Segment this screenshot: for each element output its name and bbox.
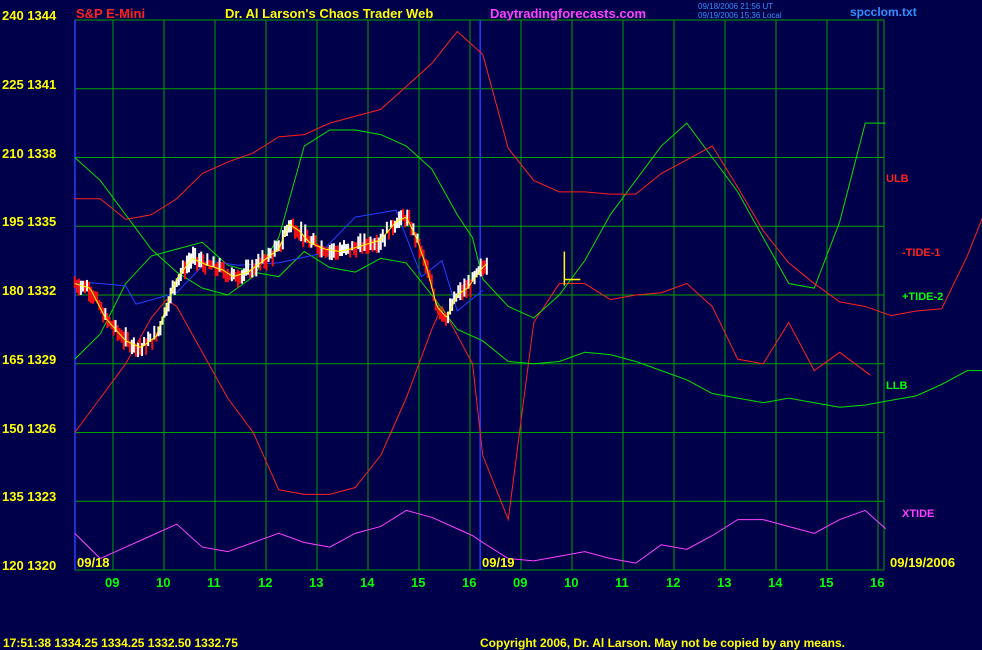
x-tick-label: 09 [105,575,120,590]
series-line--tide-2 [74,122,886,319]
x-tick-label: 16 [870,575,885,590]
x-tick-label: 10 [564,575,579,590]
date-label-day1: 09/18 [77,555,110,570]
copyright: Copyright 2006, Dr. Al Larson. May not b… [480,636,845,650]
legend-ulb: ULB [886,173,909,185]
y-tick-label: 180 1332 [2,283,57,298]
moving-average-line [74,216,488,348]
site-url[interactable]: Daytradingforecasts.com [490,6,647,21]
y-tick-label: 120 1320 [2,558,57,573]
timestamp-utc: 09/18/2006 21:56 UT [698,2,774,11]
y-tick-label: 195 1335 [2,214,57,230]
x-tick-label: 11 [207,575,221,590]
y-tick-label: 210 1338 [2,145,57,161]
x-tick-label: 13 [309,575,324,590]
x-tick-label: 14 [768,575,783,590]
y-tick-label: 225 1341 [2,76,57,92]
y-tick-label: 165 1329 [2,351,57,367]
x-tick-label: 12 [258,575,273,590]
site-title: Dr. Al Larson's Chaos Trader Web [225,6,434,21]
date-label-current: 09/19/2006 [890,555,956,570]
x-tick-label: 11 [615,575,629,590]
x-tick-label: 12 [666,575,681,590]
series-line-xtide [74,509,886,564]
x-tick-label: 10 [156,575,171,590]
legend-tide1: -TIDE-1 [902,247,941,259]
x-tick-label: 13 [717,575,732,590]
legend-llb: LLB [886,380,908,392]
y-tick-label: 150 1326 [2,420,57,436]
series-line-ulb [74,30,982,317]
data-file-name: spcclom.txt [850,5,917,19]
series-line--tide-1 [74,282,871,522]
x-tick-label: 15 [819,575,834,590]
quote-line: 17:51:38 1334.25 1334.25 1332.50 1332.75 [3,636,238,650]
date-label-day2: 09/19 [482,555,515,570]
y-tick-label: 135 1323 [2,489,57,505]
legend-tide2: +TIDE-2 [902,291,944,303]
chart-title: S&P E-Mini [76,6,146,21]
x-tick-label: 14 [360,575,375,590]
x-tick-label: 15 [411,575,426,590]
legend-xtide: XTIDE [902,508,935,520]
y-tick-label: 240 1344 [2,8,57,23]
series-line-llb [74,241,982,408]
series-line-blue [74,209,484,312]
timestamp-local: 09/19/2006 15:36 Local [698,11,782,20]
x-tick-label: 16 [462,575,477,590]
x-tick-label: 09 [513,575,528,590]
